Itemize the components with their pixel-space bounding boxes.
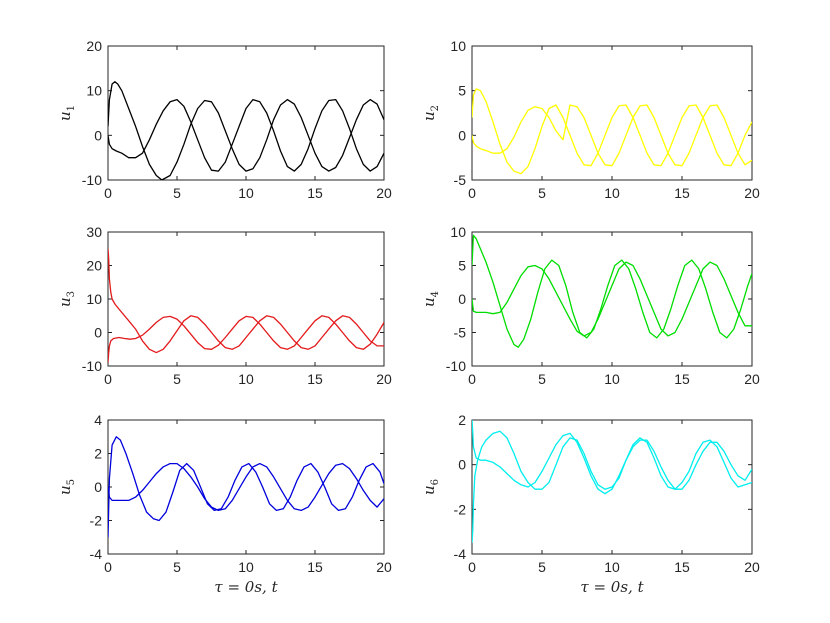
y-tick-label: 0: [458, 291, 466, 307]
x-tick-label: 15: [307, 185, 323, 201]
x-tick-label: 15: [674, 559, 690, 575]
y-tick-label: -10: [82, 358, 102, 374]
x-tick-label: 20: [376, 371, 392, 387]
y-tick-label: 0: [94, 127, 102, 143]
series-line-1: [108, 81, 384, 180]
x-tick-label: 10: [238, 371, 254, 387]
y-tick-label: 4: [94, 412, 102, 428]
plot-frame: [107, 231, 385, 367]
y-tick-label: 10: [86, 291, 102, 307]
series-line-1: [108, 248, 384, 354]
y-tick-label: 30: [86, 224, 102, 240]
y-axis-label: u4: [420, 291, 441, 307]
y-tick-label: 5: [458, 258, 466, 274]
x-tick-label: 10: [238, 559, 254, 575]
x-tick-label: 20: [376, 559, 392, 575]
x-tick-label: 5: [173, 371, 181, 387]
chart-panel-6: 0 5 10 15 20 -4 -2 0 2 u6 τ = 0s, t: [420, 412, 760, 596]
x-tick-label: 5: [173, 559, 181, 575]
x-tick-label: 0: [104, 185, 112, 201]
y-axis-label: u2: [420, 105, 441, 121]
x-tick-label: 10: [238, 185, 254, 201]
chart-panel-4: 0 5 10 15 20 -10 -5 0 5 10 u4: [420, 224, 760, 387]
plot-frame: [471, 231, 753, 367]
y-tick-label: -5: [454, 172, 467, 188]
x-tick-label: 20: [744, 371, 760, 387]
plot-frame: [107, 45, 385, 181]
x-tick-label: 15: [674, 185, 690, 201]
y-axis-label: u1: [56, 105, 77, 121]
x-tick-label: 5: [173, 185, 181, 201]
x-tick-label: 10: [604, 371, 620, 387]
y-tick-label: 20: [86, 258, 102, 274]
x-tick-label: 0: [468, 559, 476, 575]
y-tick-label: -4: [454, 546, 467, 562]
y-tick-label: 0: [458, 457, 466, 473]
x-tick-label: 0: [104, 559, 112, 575]
y-tick-label: 2: [94, 446, 102, 462]
y-tick-label: -4: [90, 546, 103, 562]
x-tick-label: 15: [674, 371, 690, 387]
x-axis-label: τ = 0s, t: [214, 578, 278, 596]
x-tick-label: 10: [604, 185, 620, 201]
plot-frame: [107, 419, 385, 555]
x-tick-label: 15: [307, 371, 323, 387]
x-tick-label: 0: [468, 371, 476, 387]
y-tick-label: 20: [86, 38, 102, 54]
y-tick-label: 0: [94, 325, 102, 341]
plot-frame: [471, 45, 753, 181]
series-line-2: [472, 261, 752, 337]
x-tick-label: 20: [376, 185, 392, 201]
series-line-2: [472, 104, 752, 167]
y-tick-label: 10: [450, 224, 466, 240]
x-tick-label: 20: [744, 185, 760, 201]
series-line-2: [108, 98, 384, 172]
y-axis-label: u3: [56, 291, 77, 307]
y-tick-label: -2: [90, 513, 103, 529]
x-tick-label: 15: [307, 559, 323, 575]
y-tick-label: -5: [454, 325, 467, 341]
x-tick-label: 5: [538, 185, 546, 201]
y-tick-label: -10: [82, 172, 102, 188]
series-line-1: [108, 436, 384, 538]
series-line-2: [472, 420, 752, 495]
x-tick-label: 5: [538, 371, 546, 387]
y-tick-label: 2: [458, 412, 466, 428]
y-tick-label: 10: [450, 38, 466, 54]
y-axis-label: u6: [420, 479, 441, 495]
series-line-2: [108, 462, 384, 512]
x-tick-label: 20: [744, 559, 760, 575]
x-axis-label: τ = 0s, t: [580, 578, 644, 596]
y-tick-label: 0: [458, 127, 466, 143]
chart-panel-5: 0 5 10 15 20 -4 -2 0 2 4 u5 τ = 0s, t: [56, 412, 392, 596]
series-line-2: [108, 315, 384, 363]
x-tick-label: 10: [604, 559, 620, 575]
series-line-1: [472, 234, 752, 348]
y-tick-label: 0: [94, 479, 102, 495]
x-tick-label: 0: [468, 185, 476, 201]
y-tick-label: -2: [454, 501, 467, 517]
x-tick-label: 5: [538, 559, 546, 575]
y-tick-label: 10: [86, 83, 102, 99]
series-line-1: [472, 430, 752, 543]
y-axis-label: u5: [56, 479, 77, 495]
y-tick-label: 5: [458, 83, 466, 99]
y-tick-label: -10: [446, 358, 466, 374]
x-tick-label: 0: [104, 371, 112, 387]
